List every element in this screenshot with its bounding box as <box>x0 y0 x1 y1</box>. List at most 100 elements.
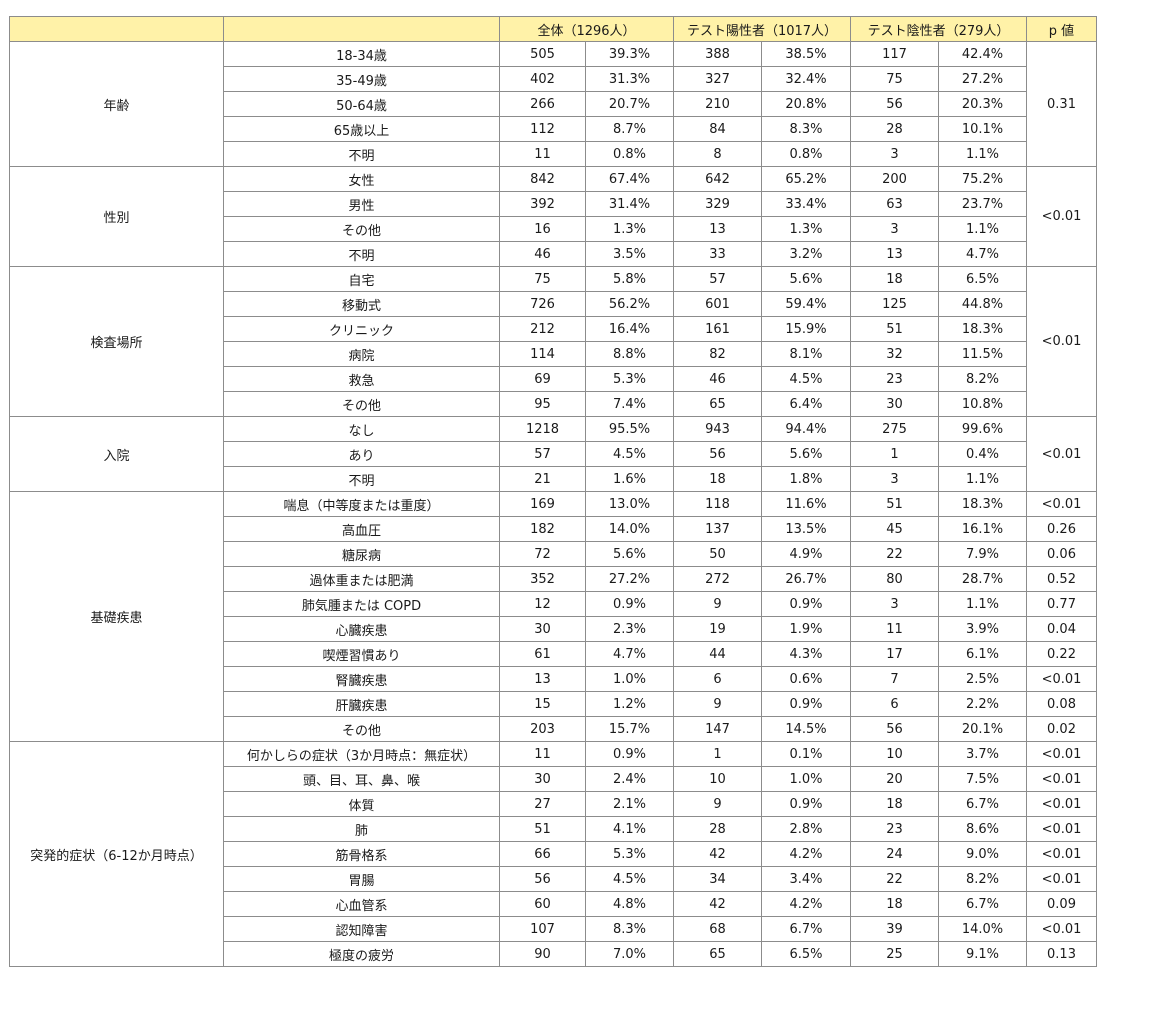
negative-percent-cell: 42.4% <box>938 41 1027 67</box>
positive-percent-cell: 38.5% <box>761 41 851 67</box>
overall-count-cell: 392 <box>499 191 586 217</box>
item-label: 65歳以上 <box>223 116 500 142</box>
table-row: 喫煙習慣あり 61 4.7% 44 4.3% 17 6.1% 0.22 <box>10 641 1097 667</box>
positive-percent-cell: 4.5% <box>761 366 851 392</box>
negative-count-cell: 63 <box>850 191 939 217</box>
overall-count-cell: 21 <box>499 466 586 492</box>
overall-percent-cell: 39.3% <box>585 41 674 67</box>
positive-percent-cell: 0.1% <box>761 741 851 767</box>
group-label: 入院 <box>9 416 224 492</box>
overall-count-cell: 352 <box>499 566 586 592</box>
positive-percent-cell: 0.9% <box>761 791 851 817</box>
item-label: 糖尿病 <box>223 541 500 567</box>
item-label: 認知障害 <box>223 916 500 942</box>
negative-percent-cell: 1.1% <box>938 216 1027 242</box>
negative-count-cell: 10 <box>850 741 939 767</box>
item-label: 腎臓疾患 <box>223 666 500 692</box>
table-row: 肺 51 4.1% 28 2.8% 23 8.6% <0.01 <box>10 816 1097 842</box>
positive-percent-cell: 1.8% <box>761 466 851 492</box>
overall-count-cell: 726 <box>499 291 586 317</box>
positive-count-cell: 272 <box>673 566 762 592</box>
overall-percent-cell: 2.1% <box>585 791 674 817</box>
overall-count-cell: 842 <box>499 166 586 192</box>
table-row: 65歳以上 112 8.7% 84 8.3% 28 10.1% <box>10 116 1097 142</box>
overall-percent-cell: 95.5% <box>585 416 674 442</box>
table-row: 頭、目、耳、鼻、喉 30 2.4% 10 1.0% 20 7.5% <0.01 <box>10 766 1097 792</box>
overall-count-cell: 12 <box>499 591 586 617</box>
p-value-cell: 0.26 <box>1026 516 1097 542</box>
positive-count-cell: 329 <box>673 191 762 217</box>
positive-count-cell: 33 <box>673 241 762 267</box>
p-value-cell: <0.01 <box>1026 741 1097 767</box>
negative-count-cell: 11 <box>850 616 939 642</box>
item-label: 筋骨格系 <box>223 841 500 867</box>
overall-count-cell: 182 <box>499 516 586 542</box>
header-test-positive: テスト陽性者（1017人） <box>673 16 851 42</box>
negative-count-cell: 23 <box>850 366 939 392</box>
overall-percent-cell: 1.6% <box>585 466 674 492</box>
overall-percent-cell: 20.7% <box>585 91 674 117</box>
overall-percent-cell: 0.8% <box>585 141 674 167</box>
results-table: 全体（1296人） テスト陽性者（1017人） テスト陰性者（279人） p 値… <box>9 16 1097 967</box>
negative-count-cell: 56 <box>850 716 939 742</box>
overall-percent-cell: 27.2% <box>585 566 674 592</box>
positive-percent-cell: 13.5% <box>761 516 851 542</box>
positive-count-cell: 34 <box>673 866 762 892</box>
positive-count-cell: 46 <box>673 366 762 392</box>
table-row: 基礎疾患 喘息（中等度または重度） 169 13.0% 118 11.6% 51 18.3% <… <box>9 491 1097 742</box>
positive-percent-cell: 59.4% <box>761 291 851 317</box>
positive-count-cell: 42 <box>673 841 762 867</box>
item-label: 心血管系 <box>223 891 500 917</box>
negative-count-cell: 3 <box>850 466 939 492</box>
overall-percent-cell: 5.6% <box>585 541 674 567</box>
header-p-value: p 値 <box>1026 16 1097 42</box>
p-value-cell: <0.01 <box>1026 866 1097 892</box>
item-label: 50-64歳 <box>223 91 500 117</box>
negative-count-cell: 80 <box>850 566 939 592</box>
positive-percent-cell: 8.3% <box>761 116 851 142</box>
p-value-cell: <0.01 <box>1026 166 1097 267</box>
item-label: クリニック <box>223 316 500 342</box>
negative-percent-cell: 20.3% <box>938 91 1027 117</box>
positive-percent-cell: 33.4% <box>761 191 851 217</box>
negative-percent-cell: 6.7% <box>938 891 1027 917</box>
negative-percent-cell: 8.6% <box>938 816 1027 842</box>
table-row: 腎臓疾患 13 1.0% 6 0.6% 7 2.5% <0.01 <box>10 666 1097 692</box>
p-value-cell: 0.31 <box>1026 41 1097 167</box>
overall-count-cell: 51 <box>499 816 586 842</box>
table-row: 移動式 726 56.2% 601 59.4% 125 44.8% <box>10 291 1097 317</box>
negative-percent-cell: 6.7% <box>938 791 1027 817</box>
overall-percent-cell: 0.9% <box>585 591 674 617</box>
table-row: 高血圧 182 14.0% 137 13.5% 45 16.1% 0.26 <box>10 516 1097 542</box>
p-value-cell: 0.08 <box>1026 691 1097 717</box>
p-value-cell: <0.01 <box>1026 916 1097 942</box>
positive-count-cell: 1 <box>673 741 762 767</box>
overall-percent-cell: 15.7% <box>585 716 674 742</box>
item-label: なし <box>223 416 500 442</box>
negative-percent-cell: 10.8% <box>938 391 1027 417</box>
positive-count-cell: 943 <box>673 416 762 442</box>
overall-percent-cell: 4.5% <box>585 441 674 467</box>
table-row: 心臓疾患 30 2.3% 19 1.9% 11 3.9% 0.04 <box>10 616 1097 642</box>
overall-percent-cell: 5.3% <box>585 841 674 867</box>
negative-percent-cell: 18.3% <box>938 316 1027 342</box>
overall-count-cell: 169 <box>499 491 586 517</box>
overall-count-cell: 56 <box>499 866 586 892</box>
header-blank-cell <box>223 16 500 42</box>
overall-count-cell: 15 <box>499 691 586 717</box>
table-row: 性別 女性 842 67.4% 642 65.2% 200 75.2% <0.01 <box>9 166 1097 267</box>
negative-count-cell: 20 <box>850 766 939 792</box>
negative-percent-cell: 1.1% <box>938 141 1027 167</box>
positive-count-cell: 642 <box>673 166 762 192</box>
header-row: 全体（1296人） テスト陽性者（1017人） テスト陰性者（279人） p 値 <box>9 16 1097 42</box>
item-label: 体質 <box>223 791 500 817</box>
positive-percent-cell: 0.8% <box>761 141 851 167</box>
positive-percent-cell: 1.3% <box>761 216 851 242</box>
p-value-cell: 0.09 <box>1026 891 1097 917</box>
positive-count-cell: 84 <box>673 116 762 142</box>
negative-percent-cell: 10.1% <box>938 116 1027 142</box>
group-label: 性別 <box>9 166 224 267</box>
negative-count-cell: 25 <box>850 941 939 967</box>
negative-percent-cell: 16.1% <box>938 516 1027 542</box>
p-value-cell: <0.01 <box>1026 416 1097 492</box>
